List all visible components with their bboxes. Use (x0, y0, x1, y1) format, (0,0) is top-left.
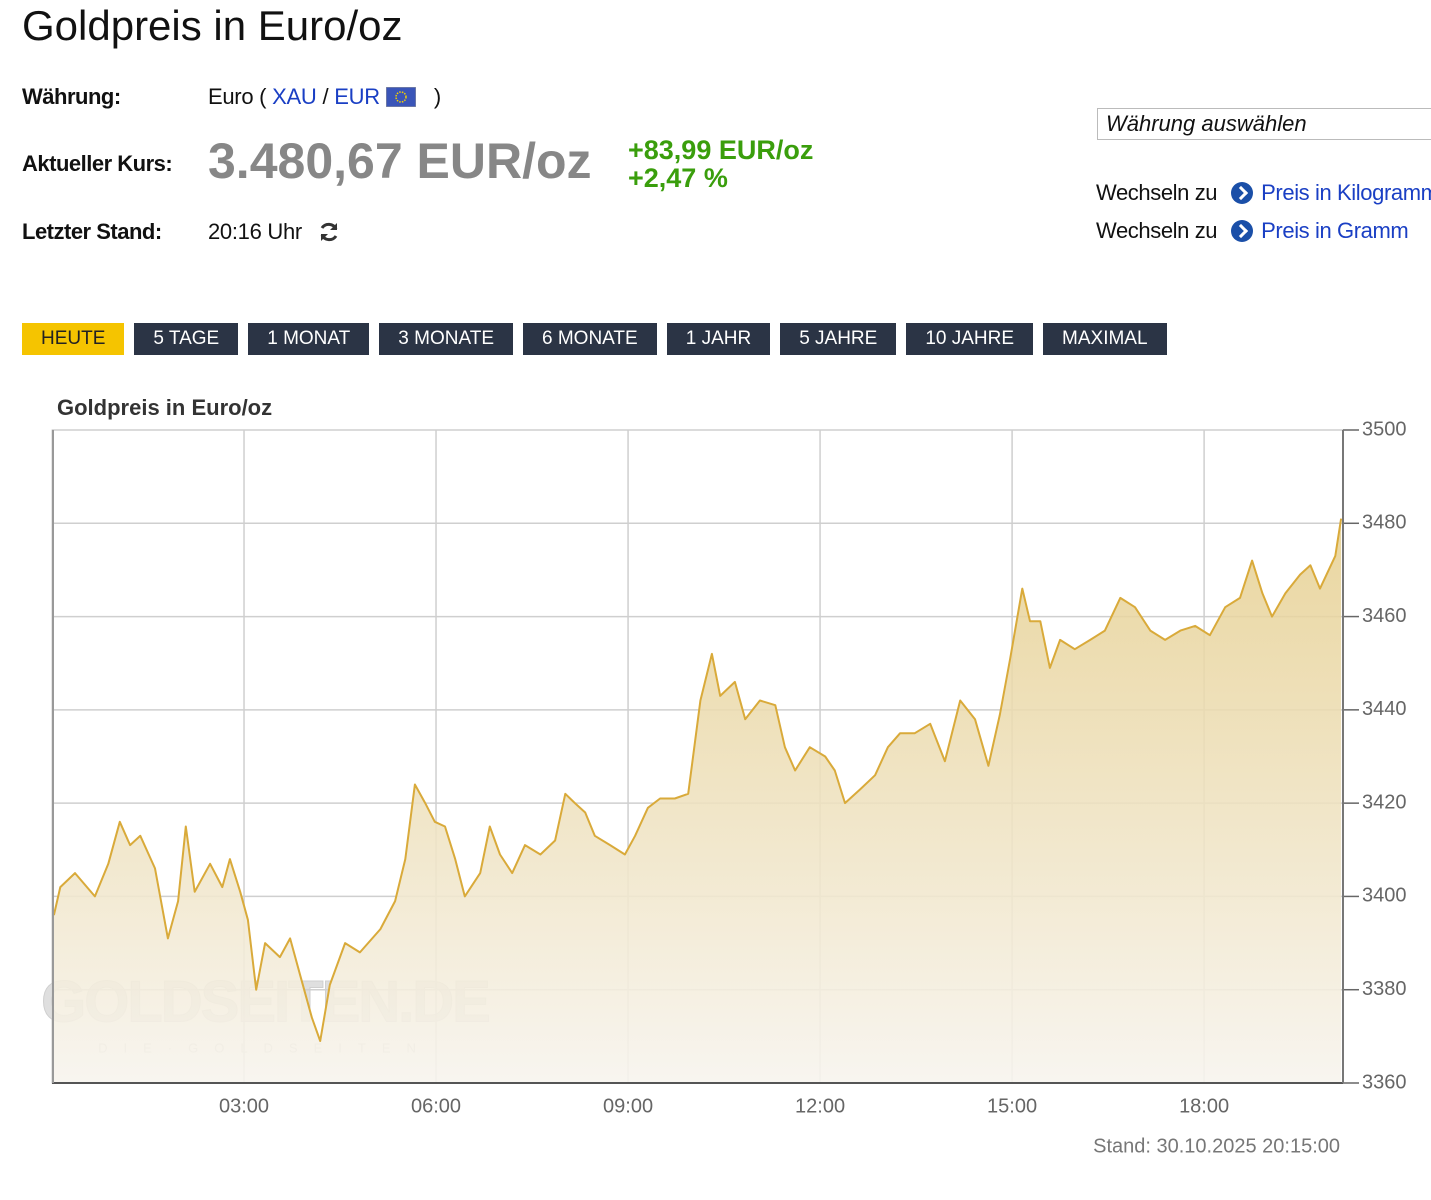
xau-link[interactable]: XAU (272, 84, 317, 109)
price: 3.480,67 EUR/oz (208, 133, 592, 189)
currency-row: Euro ( XAU / EUR ) (208, 84, 441, 110)
x-tick-label: 12:00 (795, 1095, 845, 1117)
x-tick-label: 09:00 (603, 1095, 653, 1117)
eur-link[interactable]: EUR (334, 84, 380, 109)
range-tab[interactable]: 6 MONATE (523, 323, 657, 355)
currency-select[interactable]: Währung auswählen (1097, 108, 1431, 140)
link[interactable]: Preis in Gramm (1261, 218, 1409, 243)
arrow-icon (1231, 220, 1254, 242)
x-tick-label: 15:00 (987, 1095, 1037, 1117)
x-tick-label: 06:00 (411, 1095, 461, 1117)
slash: / (322, 84, 329, 109)
chart-title: Goldpreis in Euro/oz (57, 395, 272, 420)
range-tab[interactable]: 3 MONATE (379, 323, 513, 355)
chart-footer: Stand: 30.10.2025 20:15:00 (1093, 1135, 1340, 1157)
arrow-icon (1231, 182, 1254, 204)
y-tick-label: 3420 (1362, 791, 1407, 813)
range-tab[interactable]: 5 JAHRE (780, 323, 897, 355)
range-tab[interactable]: 1 JAHR (666, 323, 771, 355)
page-title: Goldpreis in Euro/oz (22, 2, 403, 49)
time: 20:16 Uhr (208, 219, 302, 244)
eu-flag (385, 87, 416, 107)
x-tick-label: 03:00 (219, 1095, 269, 1117)
link-row: Wechseln zu Preis in Gramm (1096, 218, 1409, 244)
y-tick-label: 3480 (1362, 512, 1407, 534)
time-label: Letzter Stand: (22, 219, 162, 244)
change-abs: +83,99 EUR/oz (628, 135, 814, 165)
y-tick-label: 3400 (1362, 885, 1407, 907)
price-label: Aktueller Kurs: (22, 151, 173, 176)
y-tick-label: 3500 (1362, 418, 1407, 440)
range-tab[interactable]: 10 JAHRE (906, 323, 1034, 355)
x-tick-label: 18:00 (1179, 1095, 1229, 1117)
chart: Goldpreis in Euro/oz Stand: 30.10.2025 2… (41, 395, 1407, 1157)
price-line (52, 518, 1343, 1042)
refresh-icon[interactable] (317, 220, 341, 244)
currency-close: ) (433, 84, 441, 109)
range-tab[interactable]: 1 MONAT (248, 323, 370, 355)
link-row: Wechseln zu Preis in Kilogramm (1096, 180, 1431, 206)
range-tab[interactable]: HEUTE (22, 323, 125, 355)
link-prefix: Wechseln zu (1096, 218, 1218, 243)
link[interactable]: Preis in Kilogramm (1261, 180, 1431, 205)
range-tab[interactable]: MAXIMAL (1043, 323, 1167, 355)
change-pct: +2,47 % (628, 163, 728, 193)
range-tab[interactable]: 5 TAGE (134, 323, 239, 355)
link-prefix: Wechseln zu (1096, 180, 1218, 205)
range-tabs: HEUTE 5 TAGE 1 MONAT 3 MONATE 6 MONATE 1 JAHR… (22, 323, 1167, 355)
y-tick-label: 3460 (1362, 605, 1407, 627)
currency-text: Euro ( (208, 84, 267, 109)
y-tick-label: 3380 (1362, 978, 1407, 1000)
y-tick-label: 3360 (1362, 1071, 1407, 1093)
area-fill (53, 518, 1342, 1083)
currency-label: Währung: (22, 84, 121, 109)
y-tick-label: 3440 (1362, 698, 1407, 720)
